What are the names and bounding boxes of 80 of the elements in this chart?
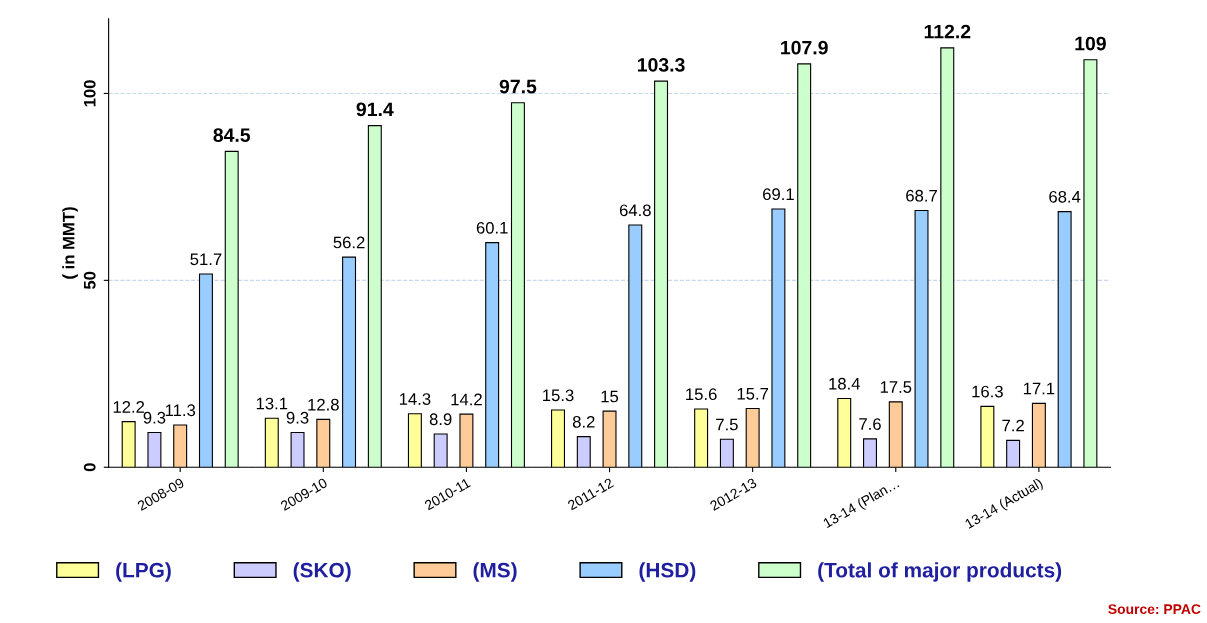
data-label: 64.8 [619, 204, 651, 217]
data-label: 12.2 [113, 400, 145, 413]
source-note: Source: PPAC [1108, 604, 1201, 615]
bar [863, 438, 878, 468]
bar [694, 408, 709, 468]
bar [628, 224, 643, 468]
data-label: 84.5 [213, 128, 251, 142]
bar [342, 256, 357, 468]
bar [1031, 402, 1046, 468]
data-label: 60.1 [476, 221, 508, 234]
data-label: 97.5 [499, 79, 537, 94]
bar [837, 397, 852, 468]
data-label: 7.2 [1002, 419, 1024, 432]
data-label: 17.5 [880, 381, 912, 393]
legend-label: (Total of major products) [818, 562, 1062, 582]
bar [433, 433, 448, 468]
data-label: 17.1 [1023, 382, 1055, 395]
data-label: 56.2 [333, 236, 365, 249]
bar [654, 80, 669, 468]
bar [745, 408, 760, 468]
bar [485, 242, 500, 468]
bar [316, 418, 331, 468]
data-label: 15.6 [686, 388, 717, 401]
y-axis-title: ( in MMT) [62, 207, 78, 279]
legend-label: (HSD) [639, 562, 696, 582]
bar [551, 409, 566, 468]
bar [914, 209, 929, 468]
data-label: 14.3 [399, 393, 431, 405]
y-tick-label: 100 [83, 80, 96, 107]
data-label: 68.4 [1049, 190, 1081, 203]
bar [173, 424, 188, 468]
bar [367, 125, 382, 468]
data-label: 14.2 [451, 393, 482, 406]
bar [940, 47, 955, 468]
bar [224, 150, 239, 468]
data-label: 69.1 [763, 188, 794, 201]
bar [407, 413, 422, 468]
data-label: 15.3 [543, 389, 574, 402]
bar [264, 417, 279, 468]
data-label: 9.3 [286, 411, 309, 424]
legend-label: (LPG) [116, 562, 171, 582]
bar [459, 413, 474, 468]
bar [198, 273, 213, 468]
data-label: 18.4 [829, 377, 860, 390]
data-label: 7.6 [859, 418, 881, 430]
bar [771, 208, 786, 468]
data-label: 109 [1075, 36, 1106, 51]
bar [980, 405, 995, 468]
bar [510, 102, 525, 468]
data-label: 11.3 [165, 404, 196, 417]
data-label: 12.8 [308, 398, 339, 411]
bar [576, 436, 591, 468]
data-label: 8.9 [429, 413, 452, 426]
bar [147, 431, 162, 468]
bar [1083, 59, 1098, 468]
data-label: 112.2 [924, 24, 971, 39]
bar [1057, 211, 1072, 468]
data-label: 15 [601, 390, 619, 403]
legend-label: (SKO) [293, 562, 351, 582]
data-label: 8.2 [572, 415, 595, 428]
bar [602, 410, 617, 468]
bar [290, 431, 305, 468]
y-tick-label: 0 [83, 463, 96, 472]
bar [888, 401, 903, 468]
bar [1006, 439, 1021, 468]
data-label: 107.9 [781, 40, 828, 55]
data-label: 13.1 [256, 397, 288, 410]
data-label: 103.3 [637, 57, 685, 72]
legend-label: (MS) [473, 562, 517, 582]
data-label: 91.4 [356, 102, 394, 117]
data-label: 7.5 [716, 418, 738, 431]
data-label: 9.3 [143, 411, 166, 424]
bar [719, 438, 734, 468]
data-label: 16.3 [972, 385, 1003, 398]
data-label: 51.7 [190, 253, 222, 266]
data-label: 68.7 [906, 189, 937, 202]
bar [797, 63, 812, 468]
y-tick-label: 50 [83, 271, 96, 290]
bar [121, 421, 136, 468]
data-label: 15.7 [737, 388, 769, 400]
